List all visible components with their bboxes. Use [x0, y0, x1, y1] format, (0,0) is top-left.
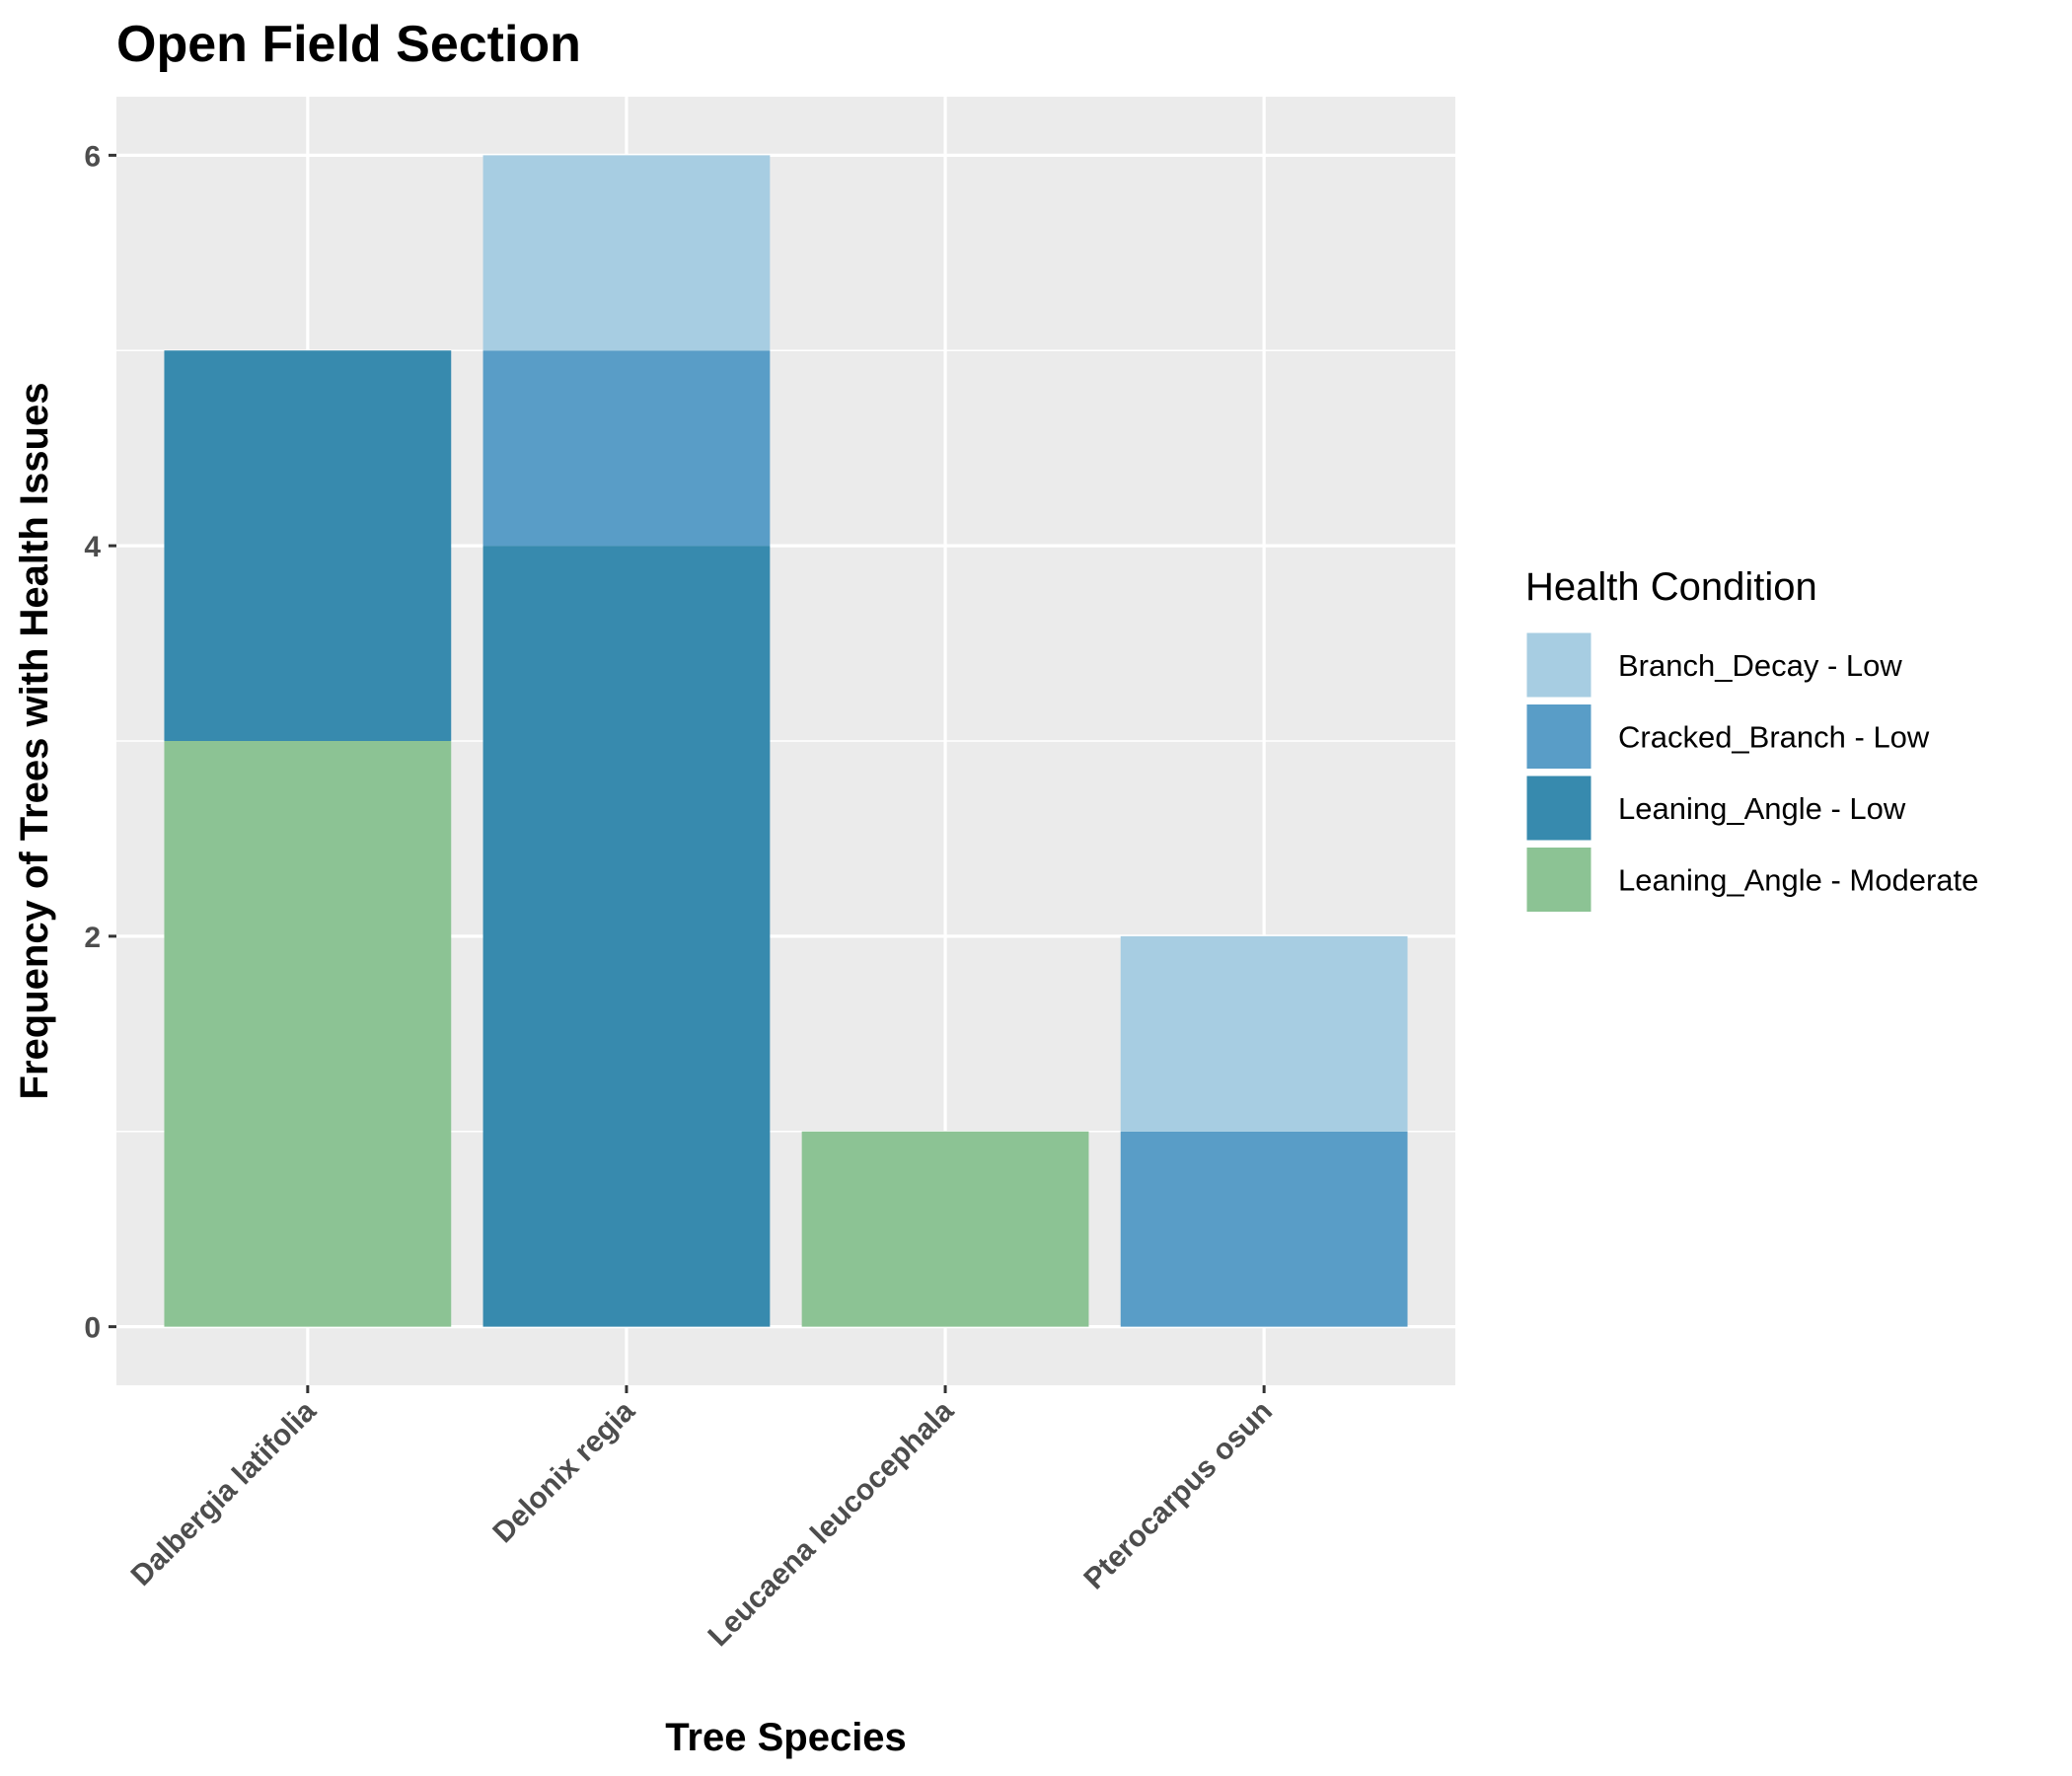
- legend-key: [1523, 629, 1594, 701]
- x-axis: Dalbergia latifolia Delonix regia Leucaena…: [125, 1385, 1279, 1653]
- chart-title: Open Field Section: [116, 16, 581, 73]
- x-tick-label: Pterocarpus osun: [1077, 1395, 1279, 1596]
- bar-segment: [164, 350, 452, 741]
- legend-label: Cracked_Branch - Low: [1618, 720, 1930, 755]
- bar-segment: [482, 155, 771, 351]
- y-tick-label: 6: [84, 140, 101, 173]
- legend-label: Branch_Decay - Low: [1618, 648, 1902, 683]
- y-axis: 0 2 4 6: [84, 140, 116, 1345]
- bars: [164, 155, 1408, 1327]
- bar-segment: [482, 350, 771, 547]
- legend: Health Condition Branch_Decay - Low Crack…: [1523, 565, 1978, 915]
- y-tick-label: 2: [84, 922, 101, 954]
- bar-segment: [1120, 935, 1408, 1132]
- legend-key: [1523, 702, 1594, 772]
- bar-segment: [482, 546, 771, 1327]
- x-axis-title: Tree Species: [665, 1716, 907, 1759]
- bar-segment: [164, 741, 452, 1327]
- x-tick-label: Leucaena leucocephala: [703, 1394, 961, 1653]
- x-tick-label: Delonix regia: [486, 1394, 641, 1549]
- y-axis-title: Frequency of Trees with Health Issues: [13, 383, 56, 1100]
- legend-title: Health Condition: [1525, 565, 1817, 609]
- y-tick-label: 0: [84, 1312, 101, 1345]
- y-tick-label: 4: [84, 531, 101, 563]
- bar-segment: [1120, 1131, 1408, 1327]
- legend-label: Leaning_Angle - Low: [1618, 791, 1906, 826]
- bar-segment: [801, 1131, 1089, 1327]
- legend-label: Leaning_Angle - Moderate: [1618, 863, 1978, 898]
- legend-key: [1523, 845, 1594, 915]
- x-tick-label: Dalbergia latifolia: [125, 1394, 323, 1591]
- legend-key: [1523, 773, 1594, 844]
